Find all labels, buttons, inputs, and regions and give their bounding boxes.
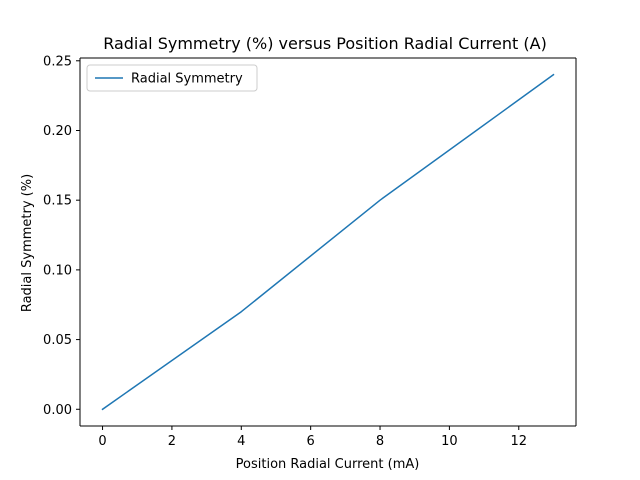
- x-tick-label: 0: [98, 434, 106, 449]
- x-axis-label: Position Radial Current (mA): [236, 457, 420, 472]
- legend-label-0: Radial Symmetry: [131, 72, 243, 87]
- y-tick-label: 0.10: [43, 263, 72, 278]
- x-tick-label: 2: [168, 434, 176, 449]
- legend-box: [86, 64, 258, 92]
- x-tick-label: 12: [510, 434, 527, 449]
- y-tick-label: 0.25: [43, 54, 72, 69]
- x-tick-label: 4: [237, 434, 245, 449]
- x-tick-label: 8: [376, 434, 384, 449]
- chart-title: Radial Symmetry (%) versus Position Radi…: [103, 34, 547, 53]
- y-tick-label: 0.15: [43, 194, 72, 209]
- y-tick-label: 0.05: [43, 333, 72, 348]
- x-tick-label: 10: [441, 434, 458, 449]
- y-tick-label: 0.00: [43, 403, 72, 418]
- plot-area: 0 2 4 6 8 10 12 0.00 0.05 0.10 0.15 0.20 0.25 Radial …: [43, 54, 577, 449]
- y-tick-label: 0.20: [43, 124, 72, 139]
- x-tick-label: 6: [307, 434, 315, 449]
- series-line-0: [101, 73, 555, 411]
- y-axis-label: Radial Symmetry (%): [20, 174, 35, 312]
